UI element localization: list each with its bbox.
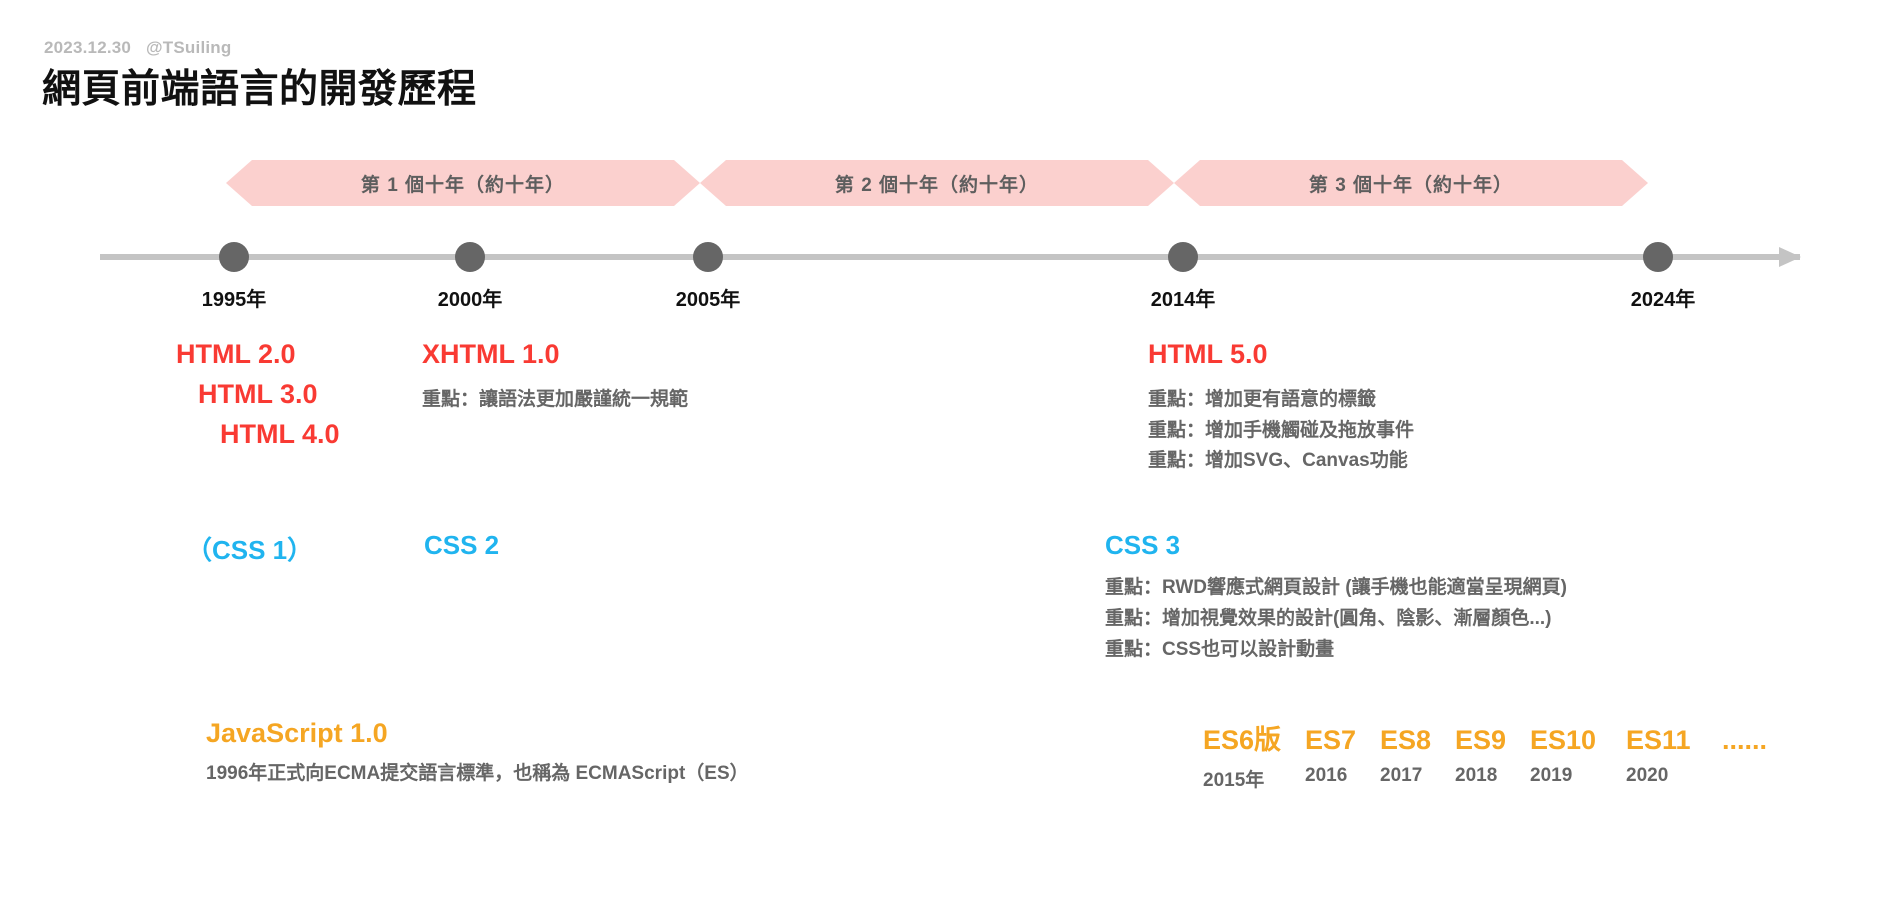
timeline-dot: [455, 242, 485, 272]
decade-arrow-group: 第 1 個十年（約十年） 第 2 個十年（約十年） 第 3 個十年（約十年）: [0, 160, 1900, 206]
es-year-row: 2015年 2016 2017 2018 2019 2020: [1203, 765, 1767, 792]
es-version-label: ES6版: [1203, 725, 1282, 755]
js-group-2014: ES6版 ES7 ES8 ES9 ES10 ES11 ...... 2015年 …: [1203, 718, 1767, 792]
timeline-dot: [219, 242, 249, 272]
es-year-label: 2018: [1455, 765, 1498, 786]
arrow-right-tip-icon: [1148, 160, 1174, 206]
html-group-2000: XHTML 1.0 重點：讓語法更加嚴謹統一規範: [422, 335, 688, 416]
byline-date: 2023.12.30: [44, 38, 132, 57]
javascript-note: 1996年正式向ECMA提交語言標準，也稱為 ECMAScript（ES）: [206, 763, 749, 784]
es-version-label: ES9: [1455, 725, 1507, 755]
es-year-label: 2017: [1380, 765, 1423, 786]
javascript-version-label: JavaScript 1.0: [206, 718, 388, 748]
timeline-dot: [1643, 242, 1673, 272]
timeline-year-label: 2024年: [1630, 289, 1696, 311]
timeline-axis: [100, 247, 1801, 267]
html5-note: 重點：增加SVG、Canvas功能: [1148, 450, 1408, 472]
html5-note: 重點：增加更有語意的標籤: [1148, 388, 1377, 410]
decade-arrow-1-label: 第 1 個十年（約十年）: [360, 174, 566, 196]
css1-version-label: （CSS 1）: [186, 535, 314, 565]
es-version-label: ES7: [1305, 725, 1357, 755]
axis-arrow-icon: [1779, 247, 1801, 267]
decade-arrow-3: 第 3 個十年（約十年）: [1174, 160, 1648, 206]
timeline-dot: [1168, 242, 1198, 272]
html-version-label: HTML 2.0: [176, 339, 296, 369]
css3-note: 重點：CSS也可以設計動畫: [1105, 638, 1335, 660]
es-version-label: ES8: [1380, 725, 1432, 755]
timeline-year-label: 2005年: [675, 289, 741, 311]
css2-version-label: CSS 2: [424, 530, 500, 560]
arrow-right-tip-icon: [674, 160, 700, 206]
byline: 2023.12.30 @TSuiling: [44, 38, 231, 58]
es-year-label: 2020: [1626, 765, 1669, 786]
html5-version-label: HTML 5.0: [1148, 339, 1268, 369]
html-version-label: HTML 3.0: [198, 378, 318, 409]
xhtml-note: 重點：讓語法更加嚴謹統一規範: [422, 388, 689, 410]
es-version-label: ES11: [1626, 725, 1691, 755]
css-group-1995: （CSS 1）: [186, 530, 313, 567]
arrow-right-tip-icon: [1622, 160, 1648, 206]
decade-arrow-1: 第 1 個十年（約十年）: [226, 160, 700, 206]
js-group-1995: JavaScript 1.0 1996年正式向ECMA提交語言標準，也稱為 EC…: [206, 718, 749, 790]
timeline-year-label: 2014年: [1150, 289, 1216, 311]
es-year-label: 2015年: [1203, 770, 1265, 791]
css3-note: 重點：RWD響應式網頁設計 (讓手機也能適當呈現網頁): [1105, 577, 1567, 598]
es-version-label: ES10: [1530, 725, 1597, 755]
xhtml-version-label: XHTML 1.0: [422, 339, 560, 369]
arrow-left-tip-icon: [700, 160, 726, 206]
timeline-dot: [693, 242, 723, 272]
css3-note: 重點：增加視覺效果的設計(圓角、陰影、漸層顏色...): [1105, 607, 1552, 629]
es-version-label: ......: [1722, 725, 1768, 755]
arrow-left-tip-icon: [1174, 160, 1200, 206]
byline-handle: @TSuiling: [146, 38, 232, 57]
timeline-year-label: 2000年: [437, 289, 503, 311]
timeline-year-label: 1995年: [201, 289, 267, 311]
html-group-2014: HTML 5.0 重點：增加更有語意的標籤 重點：增加手機觸碰及拖放事件 重點：…: [1148, 335, 1414, 477]
html5-note: 重點：增加手機觸碰及拖放事件: [1148, 419, 1415, 441]
es-version-row: ES6版 ES7 ES8 ES9 ES10 ES11 ......: [1203, 718, 1767, 757]
decade-arrow-2: 第 2 個十年（約十年）: [700, 160, 1174, 206]
css3-version-label: CSS 3: [1105, 530, 1181, 560]
es-year-label: 2016: [1305, 765, 1348, 786]
decade-arrow-3-label: 第 3 個十年（約十年）: [1308, 174, 1514, 196]
css-group-2000: CSS 2: [424, 530, 499, 561]
arrow-left-tip-icon: [226, 160, 252, 206]
html-version-label: HTML 4.0: [220, 418, 340, 449]
css-group-2014: CSS 3 重點：RWD響應式網頁設計 (讓手機也能適當呈現網頁) 重點：增加視…: [1105, 530, 1567, 665]
es-year-label: 2019: [1530, 765, 1573, 786]
decade-arrow-2-label: 第 2 個十年（約十年）: [834, 174, 1040, 196]
page-title: 網頁前端語言的開發歷程: [42, 68, 477, 111]
html-group-1995: HTML 2.0 HTML 3.0 HTML 4.0: [176, 335, 340, 455]
